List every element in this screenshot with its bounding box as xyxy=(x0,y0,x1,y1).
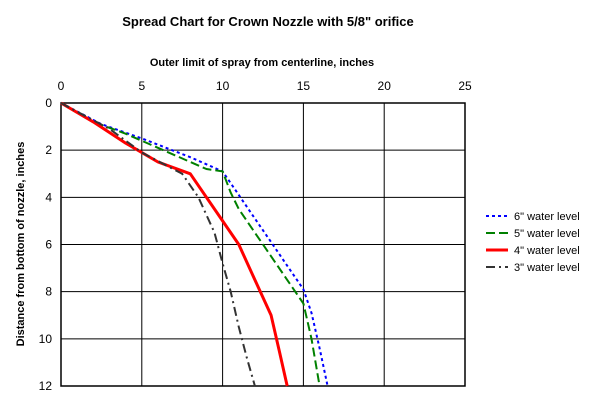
plot-area-frame xyxy=(60,102,466,387)
chart-title: Spread Chart for Crown Nozzle with 5/8" … xyxy=(122,14,413,29)
y-tick-label: 0 xyxy=(45,96,52,110)
x-tick-label: 20 xyxy=(378,79,392,93)
legend-label: 4" water level xyxy=(514,245,580,257)
x-axis-title: Outer limit of spray from centerline, in… xyxy=(150,57,374,69)
series-line-3 xyxy=(60,101,289,387)
series-line-4 xyxy=(60,102,256,387)
legend: 6" water level 5" water level 4" water lev… xyxy=(486,211,580,274)
legend-label: 3" water level xyxy=(514,262,580,274)
series-line-1 xyxy=(60,102,329,387)
x-tick-label: 5 xyxy=(138,79,145,93)
y-tick-label: 8 xyxy=(45,285,52,299)
y-tick-labels: 0 2 4 6 8 10 12 xyxy=(39,96,53,393)
series-line-2 xyxy=(60,102,321,387)
y-tick-label: 6 xyxy=(45,238,52,252)
y-axis-title: Distance from bottom of nozzle, inches xyxy=(15,142,27,347)
x-tick-label: 10 xyxy=(216,79,230,93)
legend-label: 5" water level xyxy=(514,228,580,240)
x-tick-labels: 0 5 10 15 20 25 xyxy=(58,79,472,93)
x-tick-label: 15 xyxy=(297,79,311,93)
y-tick-label: 2 xyxy=(45,143,52,157)
y-tick-label: 12 xyxy=(39,379,53,393)
legend-label: 6" water level xyxy=(514,211,580,223)
series-lines xyxy=(60,101,329,387)
y-tick-label: 4 xyxy=(45,190,52,204)
x-tick-label: 0 xyxy=(58,79,65,93)
y-tick-label: 10 xyxy=(39,332,53,346)
x-tick-label: 25 xyxy=(458,79,472,93)
